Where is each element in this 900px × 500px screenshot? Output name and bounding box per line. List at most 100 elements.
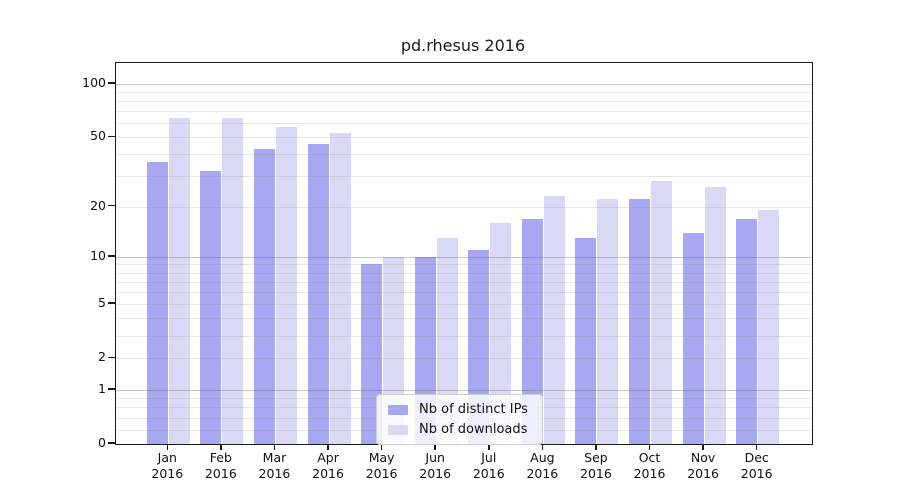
x-month-label: Mar bbox=[262, 450, 287, 465]
y-tick-label: 5 bbox=[98, 295, 106, 311]
y-tick-mark bbox=[108, 135, 115, 138]
x-tick-mark bbox=[755, 444, 758, 450]
x-month-label: Aug bbox=[530, 450, 555, 465]
y-tick-mark bbox=[108, 356, 115, 359]
legend-item-downloads: Nb of downloads bbox=[388, 422, 528, 437]
minor-gridline bbox=[116, 292, 812, 294]
bar-jan-distinct-ips bbox=[146, 162, 168, 444]
minor-gridline bbox=[116, 206, 812, 208]
y-tick-label: 10 bbox=[90, 247, 106, 263]
minor-gridline bbox=[116, 176, 812, 178]
y-tick-mark bbox=[108, 442, 115, 444]
y-tick-label: 20 bbox=[90, 197, 106, 213]
x-year-label: 2016 bbox=[740, 466, 773, 481]
legend-swatch-downloads bbox=[388, 424, 408, 435]
bar-jan-downloads bbox=[168, 118, 190, 444]
x-tick-mark bbox=[648, 444, 651, 450]
x-tick-mark bbox=[166, 444, 169, 450]
y-tick-label: 100 bbox=[82, 75, 106, 90]
y-tick-mark bbox=[108, 388, 115, 390]
x-year-label: 2016 bbox=[419, 466, 452, 481]
y-tick-mark bbox=[108, 302, 115, 304]
gridlines-layer bbox=[116, 63, 812, 444]
bar-dec-distinct-ips bbox=[736, 218, 758, 444]
bar-sep-distinct-ips bbox=[575, 238, 597, 444]
major-gridline bbox=[116, 389, 812, 391]
minor-gridline bbox=[116, 92, 812, 94]
x-year-label: 2016 bbox=[687, 466, 719, 481]
minor-gridline bbox=[116, 358, 812, 360]
x-year-label: 2016 bbox=[365, 466, 398, 481]
y-tick-label: 2 bbox=[98, 349, 106, 365]
x-month-label: Jul bbox=[481, 450, 497, 465]
y-tick-mark bbox=[108, 204, 115, 207]
bar-dec-downloads bbox=[758, 210, 780, 444]
x-year-label: 2016 bbox=[472, 466, 505, 481]
bar-nov-downloads bbox=[704, 186, 726, 444]
minor-gridline bbox=[116, 335, 812, 337]
x-month-label: Jun bbox=[425, 450, 445, 465]
bar-jul-downloads bbox=[490, 222, 512, 444]
x-month-label: Dec bbox=[744, 450, 769, 465]
x-year-label: 2016 bbox=[258, 466, 291, 481]
bar-mar-distinct-ips bbox=[253, 148, 275, 444]
major-gridline bbox=[116, 256, 812, 258]
x-month-label: Jan bbox=[157, 450, 177, 465]
x-month-label: Nov bbox=[690, 450, 716, 465]
bar-mar-downloads bbox=[275, 127, 297, 444]
x-tick-mark bbox=[327, 444, 329, 450]
legend-label-downloads: Nb of downloads bbox=[419, 422, 528, 437]
x-year-label: 2016 bbox=[151, 466, 184, 481]
y-tick-label: 50 bbox=[90, 128, 106, 144]
y-tick-mark bbox=[108, 82, 115, 84]
chart-title: pd.rhesus 2016 bbox=[400, 36, 526, 55]
major-gridline bbox=[116, 84, 812, 85]
x-tick-mark bbox=[434, 444, 436, 450]
bar-oct-distinct-ips bbox=[629, 199, 651, 444]
x-tick-mark bbox=[541, 444, 544, 450]
minor-gridline bbox=[116, 101, 812, 103]
bar-feb-distinct-ips bbox=[200, 171, 222, 444]
plot-area: Nb of distinct IPs Nb of downloads bbox=[115, 62, 813, 445]
x-tick-mark bbox=[595, 444, 597, 450]
minor-gridline bbox=[116, 154, 812, 156]
minor-gridline bbox=[116, 281, 812, 283]
bar-nov-distinct-ips bbox=[682, 232, 704, 444]
x-tick-mark bbox=[273, 444, 276, 450]
x-year-label: 2016 bbox=[526, 466, 559, 481]
x-tick-mark bbox=[380, 444, 383, 450]
x-year-label: 2016 bbox=[633, 466, 666, 481]
x-month-label: Sep bbox=[584, 450, 608, 465]
minor-gridline bbox=[116, 137, 812, 139]
x-tick-mark bbox=[702, 444, 704, 450]
bar-feb-downloads bbox=[222, 118, 244, 444]
bar-apr-downloads bbox=[329, 132, 351, 444]
y-tick-mark bbox=[108, 255, 115, 257]
y-tick-label: 1 bbox=[98, 380, 106, 396]
minor-gridline bbox=[116, 111, 812, 113]
x-month-label: Feb bbox=[209, 450, 232, 465]
bar-aug-distinct-ips bbox=[521, 218, 543, 444]
minor-gridline bbox=[116, 318, 812, 320]
bar-oct-downloads bbox=[651, 181, 673, 444]
legend-swatch-distinct-ips bbox=[388, 404, 408, 415]
x-month-label: Apr bbox=[317, 450, 339, 465]
legend: Nb of distinct IPs Nb of downloads bbox=[376, 394, 543, 445]
bar-apr-distinct-ips bbox=[307, 143, 329, 444]
bar-sep-downloads bbox=[597, 199, 619, 444]
y-tick-label: 0 bbox=[98, 435, 106, 450]
x-year-label: 2016 bbox=[204, 466, 237, 481]
x-year-label: 2016 bbox=[580, 466, 612, 481]
minor-gridline bbox=[116, 304, 812, 306]
minor-gridline bbox=[116, 264, 812, 266]
legend-item-distinct-ips: Nb of distinct IPs bbox=[388, 402, 528, 417]
x-tick-mark bbox=[220, 444, 222, 450]
minor-gridline bbox=[116, 123, 812, 125]
x-year-label: 2016 bbox=[312, 466, 344, 481]
x-month-label: Oct bbox=[638, 450, 661, 465]
minor-gridline bbox=[116, 272, 812, 274]
bar-aug-downloads bbox=[543, 196, 565, 444]
legend-label-distinct-ips: Nb of distinct IPs bbox=[419, 402, 528, 417]
x-tick-mark bbox=[488, 444, 490, 450]
